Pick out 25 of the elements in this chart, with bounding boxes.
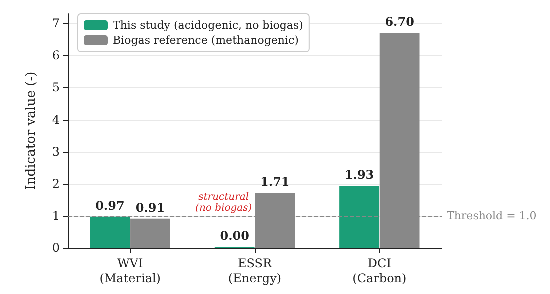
- data-label: 1.71: [260, 175, 290, 190]
- y-tick-label: 2: [52, 176, 60, 191]
- y-tick-label: 4: [52, 112, 60, 127]
- ref-line-label: Threshold = 1.0: [447, 209, 537, 222]
- y-tick-label: 5: [52, 80, 60, 95]
- x-tick-label: DCI (Carbon): [352, 256, 407, 286]
- data-label: 1.93: [344, 168, 374, 182]
- legend-label: Biogas reference (methanogenic): [113, 34, 299, 47]
- y-tick-label: 7: [52, 16, 60, 31]
- data-label: 0.97: [96, 198, 125, 213]
- annotation: structural (no biogas): [196, 192, 252, 214]
- y-axis-title: Indicator value (-): [24, 72, 39, 190]
- x-tick-label: WVI (Material): [100, 256, 161, 286]
- legend-label: This study (acidogenic, no biogas): [113, 19, 304, 32]
- y-tick-label: 6: [52, 48, 60, 63]
- bar: [340, 186, 380, 248]
- bar: [130, 218, 170, 248]
- data-label: 0.91: [136, 200, 166, 215]
- bar: [90, 216, 130, 248]
- data-label: 0.00: [220, 229, 250, 243]
- y-tick-label: 3: [52, 144, 60, 159]
- y-tick-label: 0: [52, 241, 60, 255]
- y-tick-label: 1: [52, 208, 60, 223]
- x-tick-label: ESSR (Energy): [228, 256, 282, 286]
- data-label: 6.70: [385, 15, 414, 30]
